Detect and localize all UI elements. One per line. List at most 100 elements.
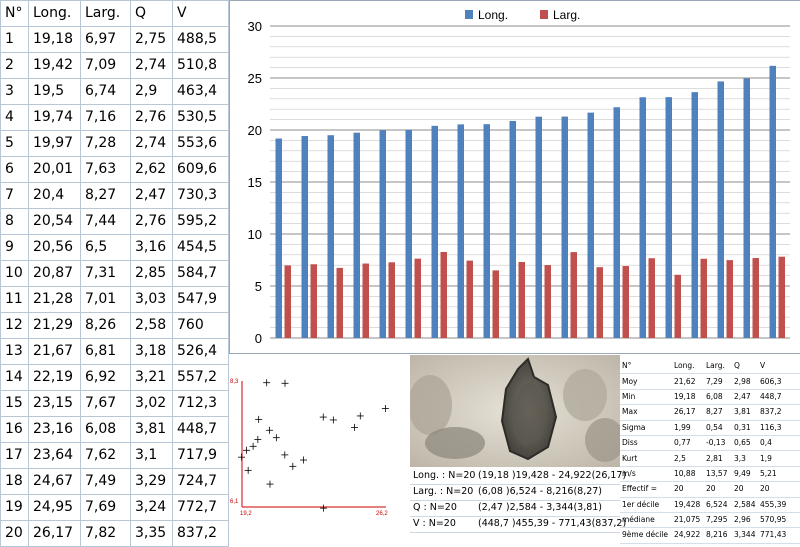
table-row: 13 21,67 6,81 3,18 526,4	[0, 338, 229, 365]
table-cell: 448,7	[172, 416, 229, 443]
y-tick-label: 20	[248, 123, 262, 138]
scatter-point	[289, 462, 297, 470]
table-row: 9 20,56 6,5 3,16 454,5	[0, 234, 229, 261]
bar-larg	[492, 270, 499, 338]
table-cell: 16	[0, 416, 29, 443]
table-cell: 2,85	[130, 260, 173, 287]
stats-cell: 13,57	[704, 466, 732, 483]
stats-row: Max 26,17 8,27 3,81 837,2	[620, 404, 800, 421]
table-cell: 6,08	[80, 416, 131, 443]
bar-long	[535, 116, 542, 338]
table-row: 15 23,15 7,67 3,02 712,3	[0, 390, 229, 417]
y-tick-label: 5	[255, 279, 262, 294]
y-tick-label: 15	[248, 175, 262, 190]
table-cell: 5	[0, 130, 29, 157]
column-header: V	[172, 0, 229, 27]
bar-long	[639, 97, 646, 339]
y-tick-label: 30	[248, 19, 262, 34]
stats-row: Effectif = 20 20 20 20	[620, 481, 800, 498]
data-table: N° Long. Larg. Q V 1 19,18 6,97 2,75 488,5 2 19,42…	[0, 0, 229, 547]
bar-larg	[440, 251, 447, 338]
table-cell: 19,42	[28, 52, 81, 79]
table-cell: 6	[0, 156, 29, 183]
stats-cell: 20	[704, 481, 732, 498]
scatter-point	[244, 466, 252, 474]
stats-cell: Max	[620, 404, 672, 421]
stats-cell: 19,428	[672, 497, 704, 513]
table-cell: 4	[0, 104, 29, 131]
table-cell: 454,5	[172, 234, 229, 261]
y-min-label: 6,1	[230, 499, 239, 505]
table-cell: 553,6	[172, 130, 229, 157]
table-cell: 3,35	[130, 520, 173, 547]
table-cell: 530,5	[172, 104, 229, 131]
table-cell: 595,2	[172, 208, 229, 235]
table-row: 8 20,54 7,44 2,76 595,2	[0, 208, 229, 235]
table-cell: 712,3	[172, 390, 229, 417]
stats-cell: 2,96	[732, 512, 758, 529]
stats-cell: 448,7	[758, 389, 800, 406]
stats-cell: 5,21	[758, 466, 800, 483]
bar-chart: 0 5 10 15 20 25 30 Long. Larg.	[229, 0, 800, 354]
table-cell: 3,29	[130, 468, 173, 495]
bar-long	[509, 120, 516, 339]
table-cell: 3,21	[130, 364, 173, 391]
table-row: 20 26,17 7,82 3,35 837,2	[0, 520, 229, 547]
table-row: 1 19,18 6,97 2,75 488,5	[0, 26, 229, 53]
stats-row: médiane 21,075 7,295 2,96 570,95	[620, 512, 800, 529]
legend-swatch	[540, 10, 548, 19]
stats-row: Moy 21,62 7,29 2,98 606,3	[620, 373, 800, 390]
table-cell: 3,18	[130, 338, 173, 365]
table-cell: 7,67	[80, 390, 131, 417]
table-cell: 717,9	[172, 442, 229, 469]
stats-cell: 0,4	[758, 435, 800, 452]
bar-chart-svg: 0 5 10 15 20 25 30 Long. Larg.	[248, 8, 790, 346]
summary-label: Long. : N=20	[413, 470, 476, 481]
table-cell: 14	[0, 364, 29, 391]
summary-row: Long. : N=20 (19,18 )19,428 - 24,922(26,1…	[410, 468, 626, 485]
column-header: Larg.	[80, 0, 131, 27]
table-cell: 547,9	[172, 286, 229, 313]
table-cell: 18	[0, 468, 29, 495]
table-cell: 6,81	[80, 338, 131, 365]
scatter-plot-svg: 8,3 6,119,2 26,2	[230, 379, 389, 517]
table-cell: 6,97	[80, 26, 131, 53]
stats-cell: 0,65	[732, 435, 758, 452]
summary-value: (19,18 )19,428 - 24,922(26,17)	[478, 470, 627, 481]
table-cell: 8	[0, 208, 29, 235]
bar-long	[717, 81, 724, 338]
table-cell: 20,01	[28, 156, 81, 183]
table-cell: 8,26	[80, 312, 131, 339]
table-cell: 19,5	[28, 78, 81, 105]
table-cell: 3,1	[130, 442, 173, 469]
summary-row: V : N=20 (448,7 )455,39 - 771,43(837,2)	[410, 516, 626, 533]
scatter-point	[243, 446, 251, 454]
microscope-photo	[410, 355, 620, 467]
stats-table: N° Long. Larg. Q V Moy 21,62 7,29 2,98 606,3 Min 1…	[620, 359, 800, 544]
table-cell: 26,17	[28, 520, 81, 547]
table-cell: 7,49	[80, 468, 131, 495]
table-cell: 7,69	[80, 494, 131, 521]
stats-row: m/s 10,88 13,57 9,49 5,21	[620, 466, 800, 483]
bar-larg	[778, 256, 785, 338]
bar-larg	[570, 252, 577, 338]
bar-long	[665, 97, 672, 338]
table-row: 18 24,67 7,49 3,29 724,7	[0, 468, 229, 495]
stats-cell: 3,3	[732, 450, 758, 467]
table-cell: 22,19	[28, 364, 81, 391]
bar-larg	[414, 258, 421, 338]
bar-long	[405, 129, 412, 338]
table-row: 3 19,5 6,74 2,9 463,4	[0, 78, 229, 105]
stats-cell: 606,3	[758, 373, 800, 390]
scatter-point	[351, 423, 359, 431]
scatter-point	[281, 379, 289, 387]
summary-row: Q : N=20 (2,47 )2,584 - 3,344(3,81)	[410, 500, 620, 517]
table-cell: 7	[0, 182, 29, 209]
stats-cell: 10,88	[672, 466, 704, 483]
stats-cell: 21,075	[672, 512, 704, 529]
scatter-point	[319, 413, 327, 421]
table-header-row: N° Long. Larg. Q V	[0, 0, 229, 27]
table-cell: 21,28	[28, 286, 81, 313]
bar-long	[587, 112, 594, 339]
table-cell: 510,8	[172, 52, 229, 79]
